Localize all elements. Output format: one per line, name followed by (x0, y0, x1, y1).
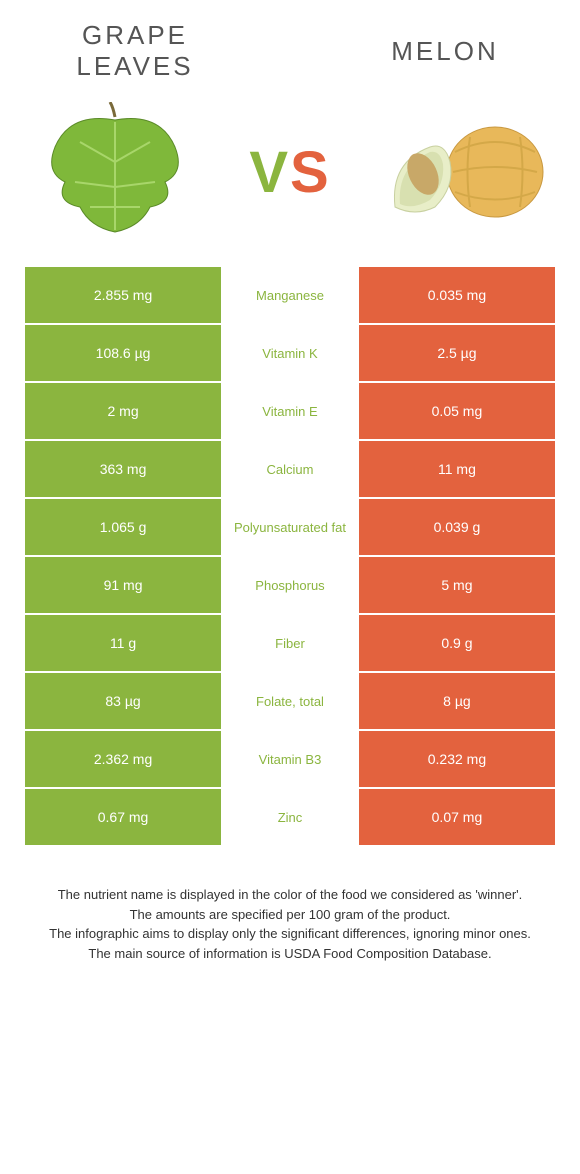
nutrient-name: Vitamin B3 (221, 731, 359, 787)
nutrient-name: Phosphorus (221, 557, 359, 613)
value-right: 2.5 µg (359, 325, 555, 381)
value-left: 91 mg (25, 557, 221, 613)
value-right: 0.039 g (359, 499, 555, 555)
value-right: 0.07 mg (359, 789, 555, 845)
footnote-line: The infographic aims to display only the… (45, 924, 535, 944)
table-row: 83 µgFolate, total8 µg (25, 673, 555, 729)
value-left: 108.6 µg (25, 325, 221, 381)
value-right: 0.232 mg (359, 731, 555, 787)
nutrient-name: Fiber (221, 615, 359, 671)
table-row: 91 mgPhosphorus5 mg (25, 557, 555, 613)
food-title-right: MELON (345, 36, 545, 67)
comparison-table: 2.855 mgManganese0.035 mg108.6 µgVitamin… (25, 267, 555, 845)
value-left: 2.855 mg (25, 267, 221, 323)
table-row: 2 mgVitamin E0.05 mg (25, 383, 555, 439)
table-row: 2.855 mgManganese0.035 mg (25, 267, 555, 323)
value-right: 11 mg (359, 441, 555, 497)
melon-image (385, 102, 545, 242)
value-left: 83 µg (25, 673, 221, 729)
table-row: 363 mgCalcium11 mg (25, 441, 555, 497)
nutrient-name: Polyunsaturated fat (221, 499, 359, 555)
value-left: 11 g (25, 615, 221, 671)
value-right: 0.05 mg (359, 383, 555, 439)
table-row: 0.67 mgZinc0.07 mg (25, 789, 555, 845)
value-left: 2.362 mg (25, 731, 221, 787)
nutrient-name: Manganese (221, 267, 359, 323)
vs-label: VS (249, 139, 330, 206)
value-left: 2 mg (25, 383, 221, 439)
nutrient-name: Folate, total (221, 673, 359, 729)
vs-v: V (249, 140, 290, 205)
value-left: 1.065 g (25, 499, 221, 555)
value-left: 363 mg (25, 441, 221, 497)
table-row: 1.065 gPolyunsaturated fat0.039 g (25, 499, 555, 555)
footnote-line: The main source of information is USDA F… (45, 944, 535, 964)
value-right: 0.9 g (359, 615, 555, 671)
food-title-left: GRAPE LEAVES (35, 20, 235, 82)
nutrient-name: Zinc (221, 789, 359, 845)
images-row: VS (25, 92, 555, 267)
value-left: 0.67 mg (25, 789, 221, 845)
value-right: 5 mg (359, 557, 555, 613)
footnote-line: The nutrient name is displayed in the co… (45, 885, 535, 905)
value-right: 0.035 mg (359, 267, 555, 323)
grape-leaf-image (35, 102, 195, 242)
table-row: 2.362 mgVitamin B30.232 mg (25, 731, 555, 787)
vs-s: S (290, 140, 331, 205)
header: GRAPE LEAVES MELON (25, 20, 555, 92)
table-row: 11 gFiber0.9 g (25, 615, 555, 671)
value-right: 8 µg (359, 673, 555, 729)
footnote-line: The amounts are specified per 100 gram o… (45, 905, 535, 925)
footnotes: The nutrient name is displayed in the co… (25, 885, 555, 963)
nutrient-name: Calcium (221, 441, 359, 497)
table-row: 108.6 µgVitamin K2.5 µg (25, 325, 555, 381)
nutrient-name: Vitamin E (221, 383, 359, 439)
nutrient-name: Vitamin K (221, 325, 359, 381)
